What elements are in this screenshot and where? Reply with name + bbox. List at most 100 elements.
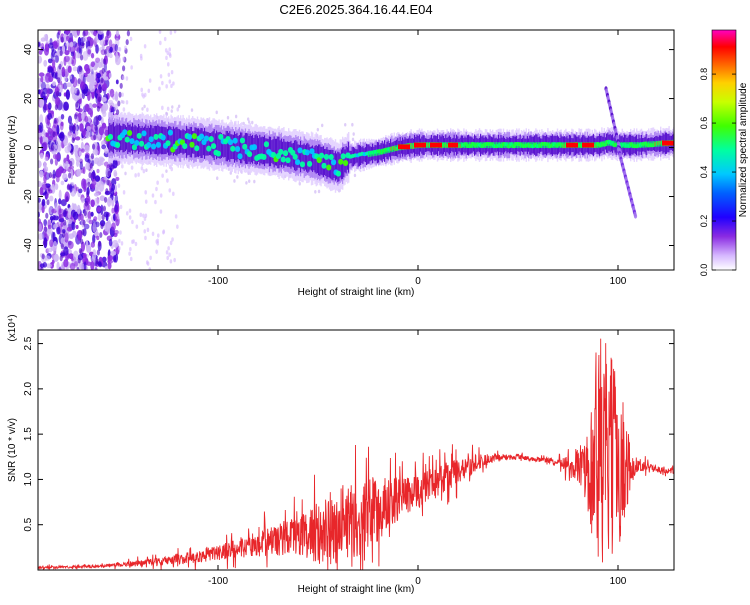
- spectrogram-cell: [319, 152, 325, 159]
- spectrogram-cell: [151, 143, 157, 150]
- spectrogram-cell: [148, 267, 152, 270]
- spectrogram-cell: [50, 110, 54, 115]
- spectrogram-cell: [156, 233, 160, 238]
- spectrogram-cell: [315, 145, 317, 174]
- spectrogram-cell: [142, 127, 145, 151]
- spectrogram-cell: [84, 144, 90, 153]
- spectrogram-cell: [89, 84, 95, 93]
- spectrogram-cell: [87, 72, 94, 80]
- spectrogram-cell: [464, 142, 466, 149]
- spectrogram-cell: [219, 131, 221, 159]
- spectrogram-cell: [139, 212, 143, 218]
- spectrogram-cell: [155, 141, 161, 148]
- spectrogram-cell: [137, 172, 140, 177]
- spectrogram-cell: [65, 42, 71, 47]
- spectrogram-cell: [376, 149, 378, 156]
- spectrogram-cell: [112, 159, 118, 169]
- spectrogram-cell: [237, 153, 243, 160]
- spectrogram-cell: [372, 150, 374, 157]
- spectrogram-cell: [47, 112, 53, 120]
- spectrogram-cell: [632, 142, 634, 149]
- spectrogram-cell: [166, 178, 169, 183]
- spectrogram-cell: [277, 136, 279, 169]
- spectrogram-cell: [85, 7, 88, 13]
- colorbar-label: Normalized spectral amplitude: [738, 82, 749, 217]
- spectrogram-cell: [172, 191, 175, 197]
- spectrogram-cell: [234, 114, 238, 119]
- snr-frame: [37, 329, 675, 571]
- spectrogram-cell: [72, 250, 79, 262]
- spectrogram-cell: [248, 179, 251, 183]
- spectrogram-cell: [140, 87, 144, 93]
- spectrogram-cell: [60, 121, 64, 127]
- spectrogram-cell: [68, 240, 74, 249]
- spectrogram-cell: [78, 151, 82, 156]
- spectrogram-cell: [251, 120, 254, 125]
- spectrogram-cell: [656, 140, 658, 147]
- spectrogram-cell: [242, 143, 248, 150]
- y-tick-label: -40: [23, 238, 34, 253]
- spectrogram-cell: [47, 136, 54, 141]
- spectrogram-cell: [118, 91, 122, 98]
- spectrogram-cell: [67, 211, 71, 219]
- spectrogram-cell: [135, 126, 137, 152]
- spectrogram-cell: [384, 148, 386, 154]
- spectrogram-cell: [63, 68, 69, 78]
- spectrogram-cell: [155, 249, 158, 254]
- spectrogram-cell: [302, 144, 304, 170]
- spectrogram-cell: [134, 124, 136, 153]
- spectrogram-cell: [144, 126, 146, 153]
- spectrogram-cell: [316, 127, 320, 132]
- spectrogram-cell: [82, 219, 86, 226]
- spectrogram-cell: [83, 179, 87, 191]
- spectrogram-cell: [345, 145, 347, 174]
- spectrogram-cell: [109, 88, 115, 98]
- spectrogram-cell: [69, 160, 73, 167]
- spectrogram-cell: [515, 142, 517, 149]
- spectrogram-cell: [540, 142, 542, 149]
- spectrogram-cell: [89, 162, 93, 169]
- spectrogram-cell: [334, 151, 337, 181]
- spectrogram-cell: [165, 169, 168, 173]
- spectrogram-cell: [62, 23, 65, 29]
- spectrogram-cell: [338, 158, 344, 165]
- spectrogram-cell: [108, 72, 112, 79]
- spectrogram-cell: [261, 154, 267, 161]
- spectrogram-cell: [526, 142, 528, 149]
- spectrogram-cell: [312, 145, 314, 172]
- spectrogram-cell: [544, 142, 546, 149]
- spectrogram-cell: [107, 255, 114, 261]
- spectrogram-cell: [109, 46, 113, 53]
- spectrogram-cell: [108, 238, 113, 247]
- spectrogram-cell: [115, 91, 118, 100]
- spectrogram-cell: [328, 149, 331, 178]
- spectrogram-cell: [94, 186, 100, 193]
- spectrogram-cell: [101, 256, 107, 263]
- spectrogram-cell: [76, 267, 80, 270]
- spectrogram-band-layer: [105, 86, 674, 219]
- spectrogram-cell: [168, 47, 172, 52]
- spectrogram-cell: [75, 101, 79, 108]
- spectrogram-cell: [97, 61, 103, 69]
- spectrogram-cell: [103, 161, 109, 167]
- spectrogram-cell: [523, 142, 525, 149]
- y-tick-label: -20: [23, 189, 34, 204]
- spectrogram-cell: [532, 142, 534, 149]
- spectrogram-cell: [107, 133, 113, 140]
- spectrogram-cell: [412, 142, 414, 149]
- spectrogram-cell: [162, 230, 165, 235]
- spectrogram-cell: [45, 263, 52, 269]
- spectrogram-cell: [190, 108, 194, 112]
- spectrogram-cell: [129, 246, 132, 252]
- spectrogram-cell: [208, 132, 211, 156]
- spectrogram-cell: [57, 77, 61, 84]
- spectrogram-cell: [122, 129, 128, 136]
- spectrogram-cell: [107, 170, 111, 177]
- spectrogram-cell: [111, 222, 116, 231]
- spectrogram-cell: [78, 188, 83, 194]
- spectrogram-cell: [235, 145, 241, 152]
- spectrogram-cell: [55, 183, 59, 190]
- spectrogram-cell: [550, 142, 552, 149]
- spectrogram-cell: [131, 239, 134, 245]
- spectrogram-cell: [176, 224, 179, 229]
